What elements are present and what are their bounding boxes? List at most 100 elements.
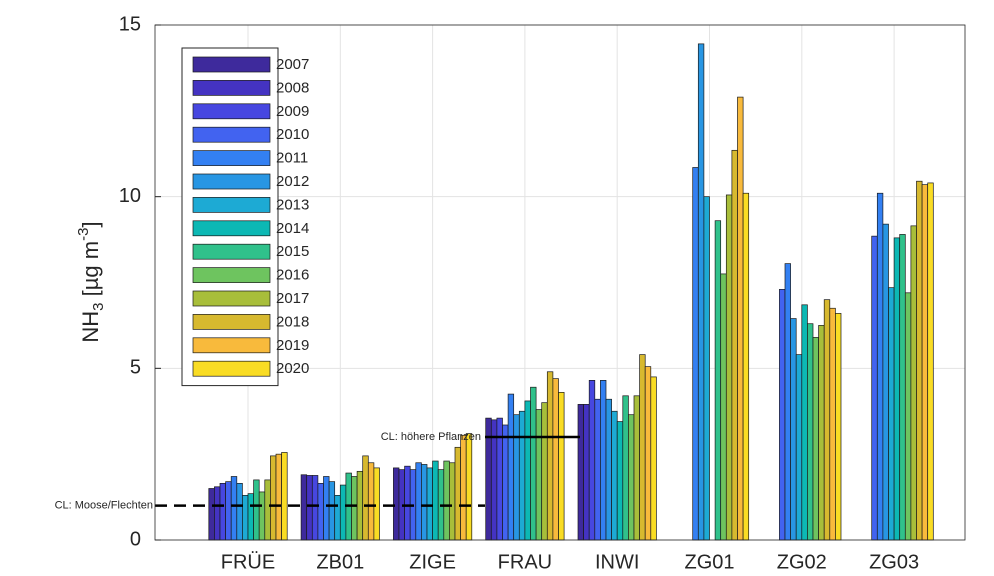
- bar: [546, 371, 554, 541]
- bar: [541, 402, 548, 541]
- legend-label: 2010: [276, 126, 309, 143]
- reference-label: CL: höhere Pflanzen: [381, 431, 481, 443]
- bar: [807, 323, 814, 541]
- bar: [465, 433, 473, 541]
- y-axis-label: NH3 [µg m-3]: [75, 221, 107, 342]
- bar: [697, 43, 705, 541]
- bar: [524, 400, 531, 541]
- bar: [460, 434, 467, 541]
- bar: [823, 299, 831, 541]
- bar: [583, 404, 590, 541]
- bar: [622, 395, 629, 541]
- legend-swatch: [192, 337, 271, 354]
- bar: [725, 194, 733, 541]
- bar: [650, 376, 657, 541]
- legend-label: 2007: [276, 56, 309, 73]
- bar: [795, 354, 803, 541]
- bar: [443, 460, 450, 541]
- bar: [882, 223, 889, 541]
- bar: [362, 455, 369, 541]
- bar: [616, 421, 624, 541]
- legend-swatch: [192, 267, 271, 283]
- bar: [720, 273, 727, 541]
- legend-label: 2018: [276, 313, 309, 330]
- bar: [871, 235, 878, 541]
- bar: [449, 462, 456, 541]
- legend-label: 2011: [276, 150, 308, 167]
- bar: [888, 287, 895, 541]
- x-tick-label: FRÜE: [221, 551, 275, 573]
- bar: [373, 467, 380, 541]
- bar: [692, 167, 699, 541]
- bar: [594, 398, 601, 541]
- x-tick-label: ZG02: [777, 551, 827, 573]
- legend-label: 2019: [276, 337, 309, 354]
- bar: [921, 184, 929, 541]
- legend-swatch: [192, 220, 271, 237]
- bar: [829, 307, 836, 541]
- bar: [588, 380, 596, 541]
- legend-swatch: [192, 243, 271, 260]
- y-label-part: [µg m: [78, 241, 103, 303]
- y-label-part: NH: [78, 311, 103, 343]
- legend-swatch: [192, 314, 271, 330]
- bar: [893, 237, 901, 541]
- bar: [454, 446, 461, 541]
- legend-swatch: [192, 80, 271, 96]
- bar: [225, 481, 232, 541]
- bar: [404, 465, 411, 541]
- bar: [899, 234, 906, 541]
- bar: [790, 318, 797, 541]
- legend-swatch: [192, 150, 271, 166]
- bar: [253, 479, 260, 541]
- y-tick-label: 10: [119, 185, 141, 207]
- bar: [644, 366, 652, 541]
- bar: [502, 424, 509, 541]
- bar: [611, 410, 618, 541]
- bar: [426, 467, 433, 541]
- bar: [311, 475, 319, 541]
- bar: [518, 410, 526, 541]
- bar: [264, 479, 271, 541]
- bar: [230, 476, 238, 541]
- bar: [242, 495, 249, 541]
- bar: [552, 378, 559, 541]
- bar: [737, 96, 744, 541]
- bar: [633, 395, 640, 541]
- bar: [306, 475, 313, 541]
- bar: [714, 220, 722, 541]
- legend-label: 2013: [276, 196, 309, 213]
- y-label-part: 3: [90, 302, 107, 310]
- y-tick-label: 0: [130, 528, 141, 550]
- bar: [605, 398, 612, 541]
- legend-swatch: [192, 360, 271, 377]
- bar: [910, 225, 917, 541]
- bar: [328, 481, 336, 541]
- legend-label: 2008: [276, 79, 309, 96]
- legend-swatch: [192, 126, 271, 143]
- bar: [270, 455, 277, 541]
- bar: [393, 467, 400, 541]
- bar: [247, 493, 254, 541]
- bar: [214, 486, 221, 541]
- bar: [600, 380, 607, 541]
- bar: [916, 180, 923, 541]
- legend-box: [181, 47, 279, 387]
- bar: [275, 453, 282, 541]
- legend-swatch: [192, 290, 271, 307]
- bar: [801, 304, 808, 541]
- bar: [300, 474, 308, 541]
- bar: [530, 386, 537, 541]
- plot-frame: [154, 24, 966, 541]
- legend-label: 2020: [276, 360, 309, 377]
- legend-label: 2017: [276, 290, 309, 307]
- bar: [367, 462, 375, 541]
- bar: [281, 452, 288, 541]
- x-tick-label: ZG01: [684, 551, 734, 573]
- x-tick-label: FRAU: [498, 551, 552, 573]
- legend-swatch: [192, 173, 271, 190]
- bar: [927, 182, 934, 541]
- bar: [535, 409, 543, 541]
- legend-swatch: [192, 197, 271, 213]
